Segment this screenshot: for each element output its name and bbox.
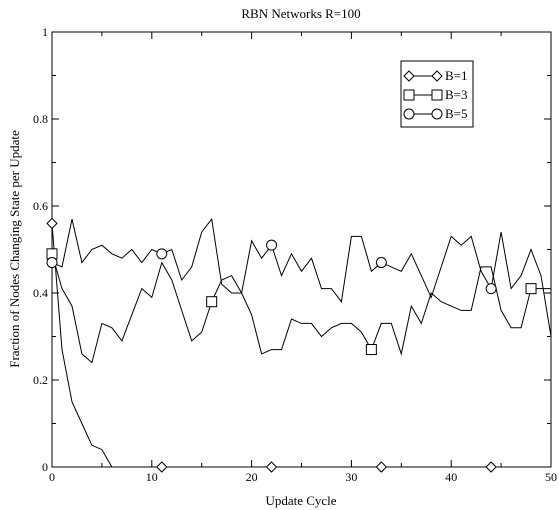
legend-marker-right-b3 — [431, 89, 443, 101]
series-b3 — [46, 248, 551, 364]
data-point-b1 — [485, 461, 497, 473]
data-point-b3 — [525, 283, 537, 295]
data-point-b5 — [266, 239, 278, 251]
series-line-b3 — [51, 253, 551, 364]
y-tick-label: 1 — [42, 25, 48, 39]
y-axis-title: Fraction of Nodes Changing State per Upd… — [7, 130, 22, 368]
data-point-b3 — [206, 296, 218, 308]
x-tick-label: 20 — [246, 470, 258, 484]
x-axis-title: Update Cycle — [265, 493, 336, 508]
data-point-b5 — [485, 283, 497, 295]
legend: B=1 B=3 B=5 — [400, 60, 474, 128]
chart-title: RBN Networks R=100 — [241, 6, 360, 21]
y-tick-label: 0.6 — [33, 199, 48, 213]
series-b1 — [46, 217, 551, 473]
data-point-b1 — [156, 461, 168, 473]
plot-frame — [51, 31, 552, 468]
data-point-b1 — [375, 461, 388, 473]
plot-frame-group — [51, 31, 552, 468]
x-tick-label: 0 — [49, 470, 55, 484]
series-line-b5 — [51, 217, 552, 337]
series-line-b1 — [51, 223, 551, 468]
series-group — [46, 217, 552, 473]
y-tick-label: 0.4 — [33, 286, 48, 300]
data-point-b5 — [156, 248, 168, 260]
legend-marker-left-b5 — [403, 108, 415, 120]
legend-label-b3: B=3 — [445, 87, 468, 102]
legend-marker-right-b1 — [431, 70, 443, 82]
legend-label-b1: B=1 — [445, 68, 468, 83]
data-point-b5 — [375, 257, 387, 269]
legend-entry-b1: B=1 — [403, 68, 468, 83]
legend-marker-left-b1 — [403, 70, 415, 82]
x-tick-label: 30 — [345, 470, 357, 484]
y-tick-label: 0.2 — [33, 373, 48, 387]
legend-entry-b3: B=3 — [403, 87, 468, 102]
x-tick-label: 50 — [545, 470, 557, 484]
data-point-b1 — [265, 461, 278, 473]
series-b5 — [46, 217, 552, 337]
legend-entry-b5: B=5 — [403, 106, 468, 121]
legend-label-b5: B=5 — [445, 106, 468, 121]
x-tick-label: 10 — [146, 470, 158, 484]
legend-marker-left-b3 — [403, 89, 415, 101]
x-tick-label: 40 — [445, 470, 457, 484]
ticks-group: 0 10 20 30 40 50 0 0.2 0.4 0.6 0.8 1 — [33, 25, 557, 484]
data-point-b5 — [46, 257, 58, 269]
data-point-b3 — [365, 344, 377, 356]
legend-marker-right-b5 — [431, 108, 443, 120]
y-tick-label: 0 — [42, 460, 48, 474]
data-point-b1 — [46, 217, 58, 230]
y-tick-label: 0.8 — [33, 112, 48, 126]
